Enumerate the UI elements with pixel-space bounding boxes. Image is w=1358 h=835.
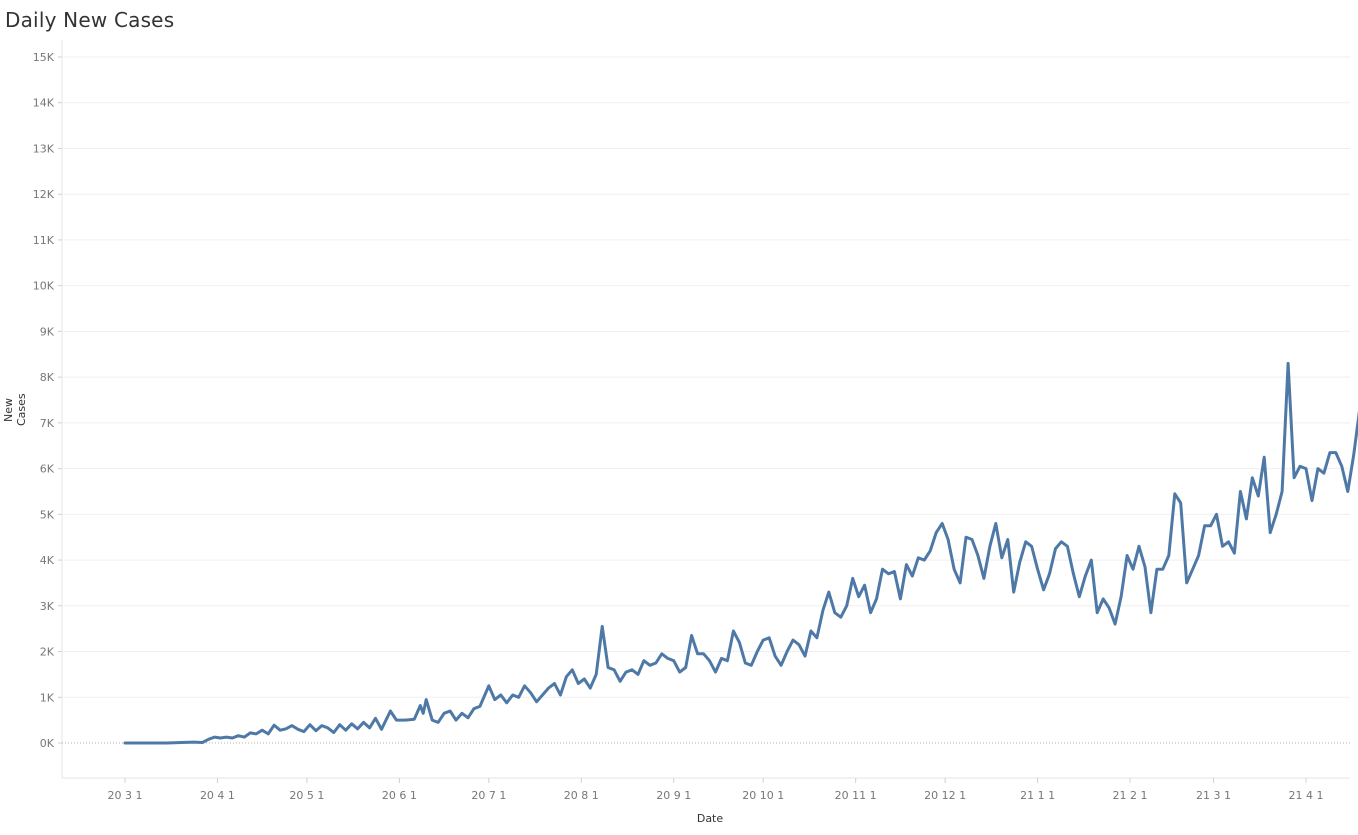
series-line xyxy=(123,361,1358,745)
x-tick-label: 20 5 1 xyxy=(289,789,324,802)
x-tick-label: 20 3 1 xyxy=(108,789,143,802)
y-tick-label: 9K xyxy=(40,325,55,338)
y-tick-label: 14K xyxy=(33,97,55,110)
gridlines xyxy=(61,40,1350,779)
y-tick-label: 15K xyxy=(33,51,55,64)
y-tick-label: 1K xyxy=(40,691,55,704)
x-tick-label: 21 4 1 xyxy=(1289,789,1324,802)
y-tick-label: 5K xyxy=(40,508,55,521)
y-tick-label: 4K xyxy=(40,554,55,567)
x-tick-label: 20 10 1 xyxy=(742,789,784,802)
y-tick-label: 11K xyxy=(33,234,55,247)
y-tick-label: 12K xyxy=(33,188,55,201)
x-tick-label: 20 12 1 xyxy=(924,789,966,802)
y-tick-label: 6K xyxy=(40,463,55,476)
x-tick-label: 20 6 1 xyxy=(382,789,417,802)
x-tick-label: 21 1 1 xyxy=(1020,789,1055,802)
y-tick-label: 13K xyxy=(33,142,55,155)
x-tick-label: 20 8 1 xyxy=(564,789,599,802)
y-tick-label: 2K xyxy=(40,646,55,659)
y-tick-label: 3K xyxy=(40,600,55,613)
x-tick-label: 20 9 1 xyxy=(656,789,691,802)
x-axis-ticks: 20 3 1 20 4 1 20 5 1 20 6 1 20 7 1 20 8 1 20 9… xyxy=(108,778,1324,802)
y-tick-label: 0K xyxy=(40,737,55,750)
x-tick-label: 21 2 1 xyxy=(1113,789,1148,802)
x-tick-label: 20 4 1 xyxy=(200,789,235,802)
y-tick-label: 10K xyxy=(33,280,55,293)
x-tick-label: 20 11 1 xyxy=(835,789,877,802)
y-tick-label: 7K xyxy=(40,417,55,430)
y-tick-label: 8K xyxy=(40,371,55,384)
x-tick-label: 20 7 1 xyxy=(471,789,506,802)
series-layer xyxy=(123,361,1358,745)
y-axis-ticks: 0K 1K 2K 3K 4K 5K 6K 7K 8K 9K 10K 11K 12K 13K 14K 15K xyxy=(33,51,62,750)
x-tick-label: 21 3 1 xyxy=(1196,789,1231,802)
chart-title: Daily New Cases xyxy=(5,8,175,32)
x-axis-label: Date xyxy=(696,812,724,825)
